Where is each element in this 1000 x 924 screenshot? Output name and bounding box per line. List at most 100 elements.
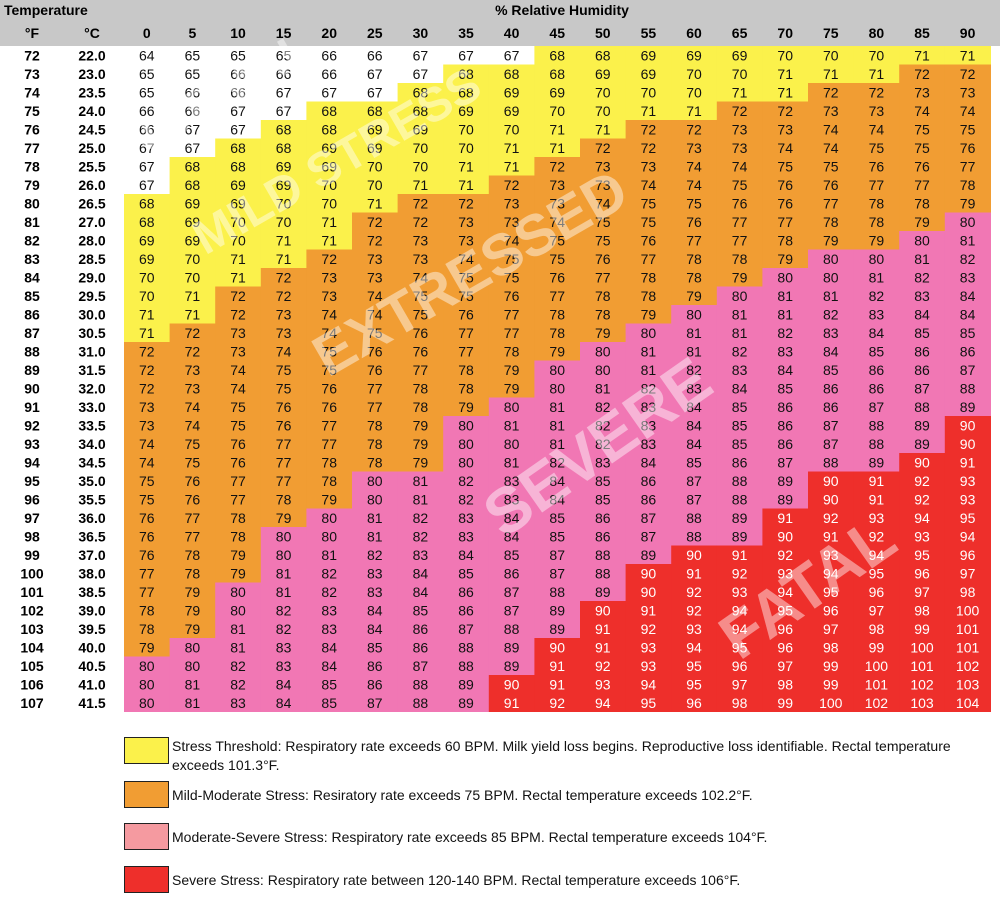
heatmap-cell-value: 78 (458, 362, 474, 378)
heatmap-cell (625, 286, 672, 306)
heatmap-cell-value: 72 (641, 140, 657, 156)
heatmap-cell (124, 46, 171, 66)
heatmap-cell (580, 101, 627, 121)
heatmap-cell-value: 71 (504, 158, 520, 174)
heatmap-cell-value: 77 (732, 214, 748, 230)
heatmap-cell (169, 342, 216, 362)
heatmap-cell-value: 81 (641, 343, 657, 359)
heatmap-cell (124, 194, 171, 214)
heatmap-cell (808, 323, 855, 343)
heatmap-cell-value: 78 (458, 380, 474, 396)
heatmap-cell (580, 693, 627, 712)
heatmap-cell (534, 231, 581, 251)
heatmap-cell-value: 74 (823, 140, 839, 156)
heatmap-cell-value: 74 (139, 454, 155, 470)
heatmap-cell (397, 175, 444, 195)
heatmap-cell (443, 693, 490, 712)
heatmap-cell (853, 545, 900, 565)
heatmap-cell-value: 92 (686, 602, 702, 618)
heatmap-cell (397, 564, 444, 584)
heatmap-cell-value: 69 (321, 140, 337, 156)
heatmap-cell-value: 68 (413, 103, 429, 119)
heatmap-cell (762, 508, 809, 528)
heatmap-cell-value: 74 (641, 177, 657, 193)
heatmap-cell-value: 87 (413, 658, 429, 674)
heatmap-cell-value: 85 (914, 325, 930, 341)
heatmap-cell-value: 77 (276, 473, 292, 489)
heatmap-cell (215, 323, 262, 343)
heatmap-cell (808, 157, 855, 177)
heatmap-cell (397, 64, 444, 84)
heatmap-cell-value: 76 (230, 436, 246, 452)
heatmap-cell (762, 601, 809, 621)
heatmap-cell (716, 64, 763, 84)
heatmap-cell-value: 79 (823, 232, 839, 248)
heatmap-cell (352, 453, 399, 473)
heatmap-cell-value: 90 (914, 454, 930, 470)
heatmap-cell-value: 72 (230, 306, 246, 322)
heatmap-cell-value: 69 (276, 177, 292, 193)
heatmap-cell-value: 85 (595, 491, 611, 507)
heatmap-cell (625, 46, 672, 66)
heatmap-cell (534, 582, 581, 602)
heatmap-cell-value: 85 (321, 695, 337, 711)
heatmap-cell (716, 305, 763, 325)
heatmap-cell-value: 97 (914, 584, 930, 600)
row-temp-f: 97 (24, 510, 40, 526)
row-temp-f: 77 (24, 140, 40, 156)
heatmap-cell-value: 89 (869, 454, 885, 470)
heatmap-cell-value: 91 (823, 528, 839, 544)
row-temp-c: 37.0 (78, 547, 105, 563)
row-temp-c: 26.5 (78, 195, 105, 211)
heatmap-cell-value: 81 (321, 547, 337, 563)
heatmap-cell-value: 78 (641, 288, 657, 304)
heatmap-cell (899, 582, 946, 602)
heatmap-cell (808, 619, 855, 639)
heatmap-cell-value: 88 (549, 584, 565, 600)
heatmap-cell (625, 231, 672, 251)
heatmap-cell-value: 97 (777, 658, 793, 674)
heatmap-cell (306, 527, 353, 547)
heatmap-cell (716, 120, 763, 140)
heatmap-cell-value: 103 (956, 676, 980, 692)
heatmap-cell (534, 268, 581, 288)
heatmap-cell-value: 65 (230, 47, 246, 63)
heatmap-cell-value: 70 (413, 158, 429, 174)
heatmap-cell (580, 323, 627, 343)
heatmap-cell-value: 79 (869, 232, 885, 248)
heatmap-cell (944, 453, 991, 473)
heatmap-cell (443, 379, 490, 399)
heatmap-cell (215, 619, 262, 639)
heatmap-cell (397, 545, 444, 565)
heatmap-cell-value: 68 (139, 195, 155, 211)
heatmap-cell (944, 249, 991, 269)
heatmap-cell-value: 80 (641, 325, 657, 341)
heatmap-cell (580, 471, 627, 491)
heatmap-cell (671, 675, 718, 695)
heatmap-cell (944, 619, 991, 639)
heatmap-cell (397, 342, 444, 362)
heatmap-cell (306, 231, 353, 251)
heatmap-cell-value: 86 (777, 399, 793, 415)
heatmap-cell (944, 138, 991, 158)
heatmap-cell (853, 490, 900, 510)
heatmap-cell (671, 194, 718, 214)
heatmap-cell-value: 78 (549, 325, 565, 341)
heatmap-cell (352, 175, 399, 195)
heatmap-cell-value: 80 (732, 288, 748, 304)
heatmap-cell-value: 92 (595, 658, 611, 674)
heatmap-cell (397, 286, 444, 306)
heatmap-cell-value: 98 (914, 602, 930, 618)
heatmap-cell-value: 89 (914, 417, 930, 433)
heatmap-cell (853, 471, 900, 491)
heatmap-cell-value: 68 (549, 66, 565, 82)
heatmap-cell (853, 231, 900, 251)
heatmap-cell (580, 638, 627, 658)
heatmap-cell (260, 619, 307, 639)
heatmap-cell (124, 564, 171, 584)
heatmap-cell (169, 175, 216, 195)
heatmap-cell-value: 92 (869, 528, 885, 544)
heatmap-cell (306, 564, 353, 584)
heatmap-cell (397, 656, 444, 676)
heatmap-cell (580, 601, 627, 621)
